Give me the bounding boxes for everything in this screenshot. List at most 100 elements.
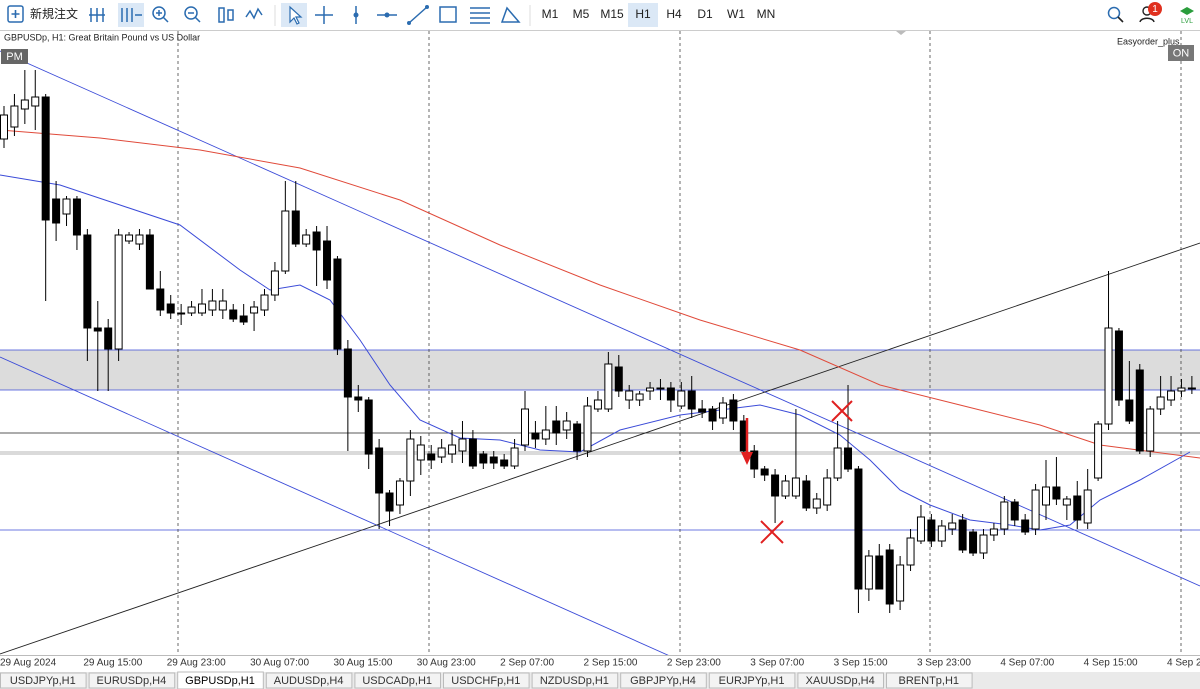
candle-body xyxy=(541,429,550,440)
tab-label[interactable]: USDCHFp,H1 xyxy=(451,675,520,687)
notification-count[interactable]: 1 xyxy=(1152,4,1158,15)
tab[interactable] xyxy=(797,672,885,689)
x-tick-label: 2 Sep 23:00 xyxy=(667,658,721,669)
x-tick-label: 3 Sep 07:00 xyxy=(750,658,804,669)
candle-body xyxy=(1010,501,1019,521)
candle-body xyxy=(844,447,853,470)
candle-body xyxy=(250,306,259,314)
tab-label[interactable]: GBPUSDp,H1 xyxy=(185,675,255,687)
moving-average-fast xyxy=(0,174,1191,531)
candle-body xyxy=(135,234,144,245)
candle-body xyxy=(1000,501,1009,530)
candle-body xyxy=(531,432,540,440)
toolbar-icons[interactable] xyxy=(89,3,531,27)
candle-body xyxy=(1042,486,1050,506)
tab-label[interactable]: USDCADp,H1 xyxy=(362,675,432,687)
candle-body xyxy=(510,447,519,467)
candle-body xyxy=(10,105,19,128)
candle-body xyxy=(573,423,582,452)
candle-body xyxy=(41,96,50,221)
x-tick-label: 29 Aug 15:00 xyxy=(83,658,142,669)
candle-body xyxy=(791,477,800,497)
candle-body xyxy=(1094,423,1103,479)
candle-body xyxy=(52,198,61,224)
tab-label[interactable]: GBPJPYp,H4 xyxy=(630,675,696,687)
tab[interactable] xyxy=(88,672,176,689)
candle-body xyxy=(646,387,655,392)
new-order-button[interactable]: 新規注文 xyxy=(7,5,78,23)
candle-body xyxy=(489,456,498,464)
tab[interactable] xyxy=(708,672,796,689)
candles xyxy=(0,70,1196,613)
day-separators xyxy=(177,31,1182,655)
candle-body xyxy=(781,480,790,497)
candle-body xyxy=(104,327,113,350)
channel-upper xyxy=(0,50,1200,587)
on-badge[interactable] xyxy=(1168,45,1194,61)
candle-body xyxy=(1104,327,1113,425)
candle-body xyxy=(958,519,967,551)
candle-body xyxy=(333,258,342,350)
timeframe-button[interactable]: W1 xyxy=(727,7,745,21)
candle-body xyxy=(1187,387,1196,390)
tab[interactable] xyxy=(0,672,87,689)
candle-body xyxy=(354,396,363,401)
candle-body xyxy=(635,393,644,401)
candle-body xyxy=(343,348,352,398)
timeframe-button[interactable]: M5 xyxy=(573,7,590,21)
tab-label[interactable]: XAUUSDp,H4 xyxy=(806,675,875,687)
timeframe-button[interactable]: D1 xyxy=(697,7,713,21)
timeframe-button[interactable]: H4 xyxy=(666,7,682,21)
candle-body xyxy=(20,99,29,110)
candle-body xyxy=(1125,399,1134,422)
x-tick-label: 3 Sep 15:00 xyxy=(834,658,888,669)
candle-body xyxy=(916,516,925,542)
candle-body xyxy=(969,531,978,554)
x-tick-label: 29 Aug 23:00 xyxy=(167,658,226,669)
candle-body xyxy=(1073,495,1082,521)
candle-body xyxy=(896,564,905,602)
candle-body xyxy=(177,312,186,315)
tab[interactable] xyxy=(177,671,264,689)
candle-body xyxy=(145,234,154,290)
timeframe-button[interactable]: M1 xyxy=(542,7,559,21)
tab-label[interactable]: NZDUSDp,H1 xyxy=(540,675,609,687)
tab[interactable] xyxy=(886,672,973,689)
candle-body xyxy=(521,408,529,446)
tab-label[interactable]: USDJPYp,H1 xyxy=(10,675,76,687)
candle-body xyxy=(604,363,613,410)
new-order-label[interactable]: 新規注文 xyxy=(30,6,78,21)
timeframe-button[interactable]: M15 xyxy=(600,7,624,21)
candle-body xyxy=(406,438,415,482)
x-tick-label: 4 Sep 07:00 xyxy=(1000,658,1054,669)
candle-body xyxy=(385,492,394,512)
tab[interactable] xyxy=(443,672,530,689)
timeframe-button[interactable]: MN xyxy=(757,7,776,21)
tab[interactable] xyxy=(531,672,619,689)
candle-body xyxy=(750,450,759,470)
tab-label[interactable]: EURUSDp,H4 xyxy=(97,675,167,687)
candle-body xyxy=(1146,408,1155,452)
candle-body xyxy=(729,399,738,422)
timeframe-button[interactable]: H1 xyxy=(635,7,651,21)
candle-body xyxy=(593,399,602,410)
on-label[interactable]: ON xyxy=(1173,47,1190,59)
toolbar-right[interactable]: 1 LVL xyxy=(1107,2,1195,25)
candle-body xyxy=(1083,489,1092,524)
tab-label[interactable]: EURJPYp,H1 xyxy=(719,675,785,687)
x-tick-label: 30 Aug 23:00 xyxy=(417,658,476,669)
timeframe-bar: M1 M5 M15 H1 H4 D1 W1 MN xyxy=(542,3,776,27)
x-tick-label: 4 Sep 15:00 xyxy=(1084,658,1138,669)
notification-badge[interactable] xyxy=(1148,2,1162,16)
tab-label[interactable]: BRENTp,H1 xyxy=(899,675,960,687)
tab[interactable] xyxy=(265,672,353,689)
candle-body xyxy=(31,96,40,107)
tab[interactable] xyxy=(620,672,707,689)
candle-body xyxy=(72,198,81,236)
level-icon[interactable]: LVL xyxy=(1181,18,1193,25)
tab-label[interactable]: AUDUSDp,H4 xyxy=(274,675,344,687)
tab[interactable] xyxy=(354,672,441,689)
candle-body xyxy=(552,420,561,434)
candle-body xyxy=(458,438,467,452)
